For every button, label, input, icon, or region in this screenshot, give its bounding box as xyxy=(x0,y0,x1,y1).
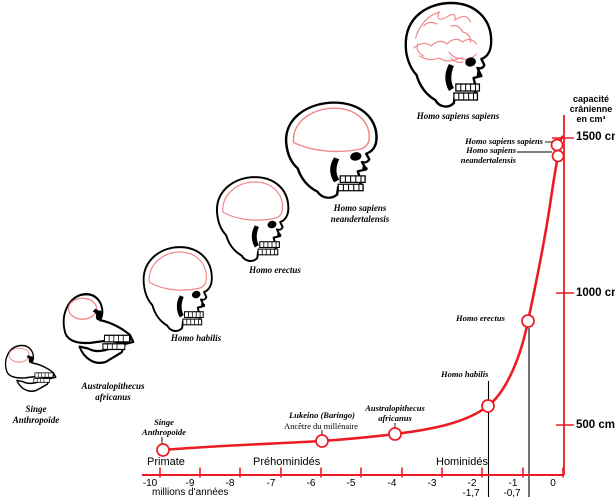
x-tick-label-minus2: -2 xyxy=(467,478,477,489)
data-point-lukeino-baringo xyxy=(315,434,329,448)
x-tick-label-minus5: -5 xyxy=(346,478,356,489)
curve-sublabel-lukeino: Ancêtre du millénaire xyxy=(283,421,359,431)
y-tick-label-1000: 1000 cm³ xyxy=(576,287,615,299)
x-tick-label-minus4: -4 xyxy=(387,478,397,489)
curve-label-neandertalensis: Homo sapiens neandertalensis xyxy=(460,145,516,166)
x-marker-label-minus-0-7: -0,7 xyxy=(503,488,521,499)
x-tick-label-minus3: -3 xyxy=(427,478,437,489)
curve-label-australopithecus: Australopithecus africanus xyxy=(365,403,425,424)
period-label-hominides: Hominidés xyxy=(436,456,488,468)
y-axis-title-line3: en cm³ xyxy=(576,114,606,125)
data-point-singe-anthropoide xyxy=(156,443,170,457)
x-tick-label-minus8: -8 xyxy=(225,478,235,489)
skull-caption-sapiens-sapiens: Homo sapiens sapiens xyxy=(416,111,500,121)
x-axis-unit-label: millions d'années xyxy=(152,487,229,498)
y-axis-title-line2: crânienne xyxy=(569,104,613,115)
skull-caption-singe-anthropoide: Singe Anthropoïde xyxy=(12,404,60,425)
x-marker-label-minus-1-7: -1,7 xyxy=(462,488,480,499)
data-points xyxy=(156,138,565,457)
data-point-neandertalensis xyxy=(551,149,565,163)
y-axis-ticks xyxy=(552,137,574,426)
period-label-primate: Primate xyxy=(147,456,185,468)
y-axis-title: capacité crânienne en cm³ xyxy=(568,94,614,124)
x-tick-label-zero: 0 xyxy=(550,478,556,489)
skull-caption-australopithecus: Australopithecus africanus xyxy=(81,381,145,402)
y-axis-title-line1: capacité xyxy=(572,94,610,104)
curve-label-sapiens-sapiens: Homo sapiens sapiens xyxy=(465,136,543,146)
y-tick-label-1500: 1500 cm³ xyxy=(576,131,615,143)
skull-caption-homo-habilis: Homo habilis xyxy=(170,333,222,343)
x-tick-label-minus1: -1 xyxy=(508,478,518,489)
y-tick-label-500: 500 cm³ xyxy=(576,419,615,431)
x-tick-label-minus9: -9 xyxy=(185,478,195,489)
skull-caption-neandertalensis: Homo sapiens neandertalensis xyxy=(330,203,390,224)
x-tick-label-minus10: -10 xyxy=(142,478,158,489)
curve-label-lukeino: Lukeino (Baringo) xyxy=(289,410,355,420)
data-point-sapiens-sapiens xyxy=(550,138,564,152)
x-axis-ticks xyxy=(159,467,564,478)
x-tick-label-minus7: -7 xyxy=(266,478,276,489)
curve-label-homo-habilis: Homo habilis xyxy=(441,369,489,379)
curve-label-singe-anthropoide: Singe Anthropoïde xyxy=(142,417,186,438)
x-tick-label-minus6: -6 xyxy=(306,478,316,489)
curve-label-homo-erectus: Homo erectus xyxy=(456,313,505,323)
leader-lines xyxy=(161,141,552,444)
data-point-homo-habilis xyxy=(481,399,495,413)
period-label-prehominides: Préhominidés xyxy=(253,456,321,468)
data-point-australopithecus xyxy=(388,427,402,441)
data-point-homo-erectus xyxy=(521,314,535,328)
skull-caption-homo-erectus: Homo erectus xyxy=(249,265,301,275)
